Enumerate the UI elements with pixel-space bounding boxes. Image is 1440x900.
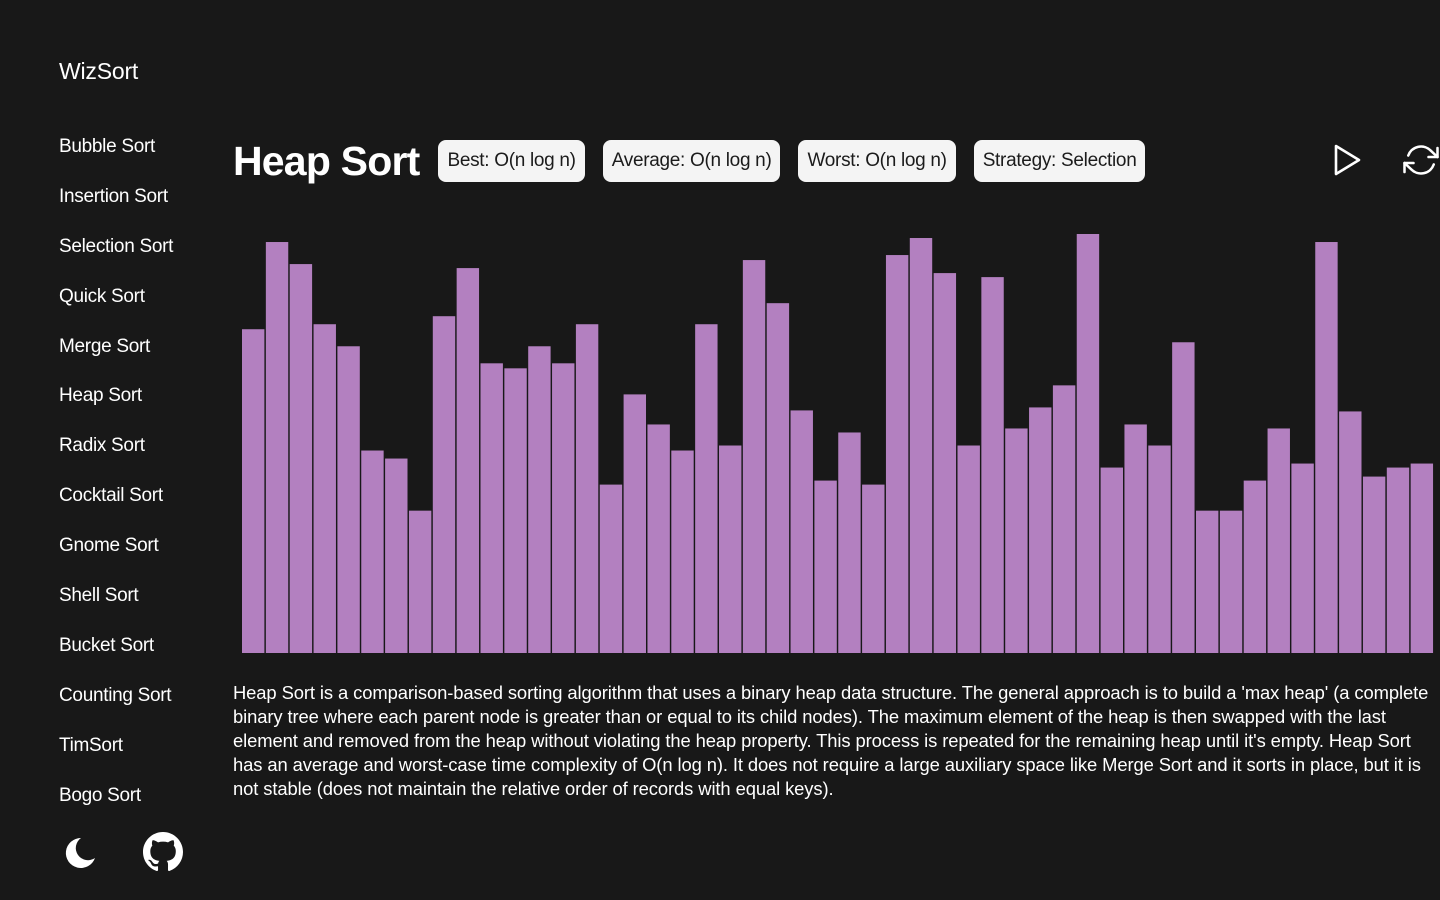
bar-9 [456, 268, 480, 653]
bar-30 [957, 445, 980, 653]
bar-22 [766, 303, 790, 653]
bar-15 [599, 484, 623, 653]
bar-36 [1100, 467, 1123, 653]
nav-item-merge-sort[interactable]: Merge Sort [59, 335, 150, 357]
worst-complexity-badge: Worst: O(n log n) [798, 140, 956, 182]
nav-item-quick-sort[interactable]: Quick Sort [59, 285, 145, 307]
nav-item-timsort[interactable]: TimSort [59, 734, 123, 756]
algorithm-nav: Bubble Sort Insertion Sort Selection Sor… [59, 134, 173, 832]
nav-item-counting-sort[interactable]: Counting Sort [59, 684, 172, 706]
bar-45 [1315, 242, 1338, 653]
nav-item-selection-sort[interactable]: Selection Sort [59, 235, 174, 257]
nav-item-bucket-sort[interactable]: Bucket Sort [59, 634, 154, 656]
nav-item-radix-sort[interactable]: Radix Sort [59, 435, 145, 457]
bar-13 [552, 363, 575, 653]
bar-26 [862, 484, 885, 653]
bar-33 [1029, 407, 1052, 653]
bar-20 [719, 445, 742, 653]
bar-5 [361, 450, 384, 653]
bar-6 [385, 458, 408, 653]
nav-item-cocktail-sort[interactable]: Cocktail Sort [59, 485, 163, 507]
bar-37 [1124, 424, 1147, 653]
nav-item-shell-sort[interactable]: Shell Sort [59, 585, 139, 607]
bar-41 [1219, 510, 1243, 653]
sort-visualization-chart [242, 234, 1434, 653]
bar-3 [313, 324, 336, 653]
bar-4 [337, 346, 360, 653]
main-panel: Heap Sort Best: O(n log n) Average: O(n … [233, 0, 1440, 900]
bar-17 [647, 424, 670, 653]
bar-44 [1291, 463, 1314, 653]
bar-29 [933, 273, 957, 653]
bar-42 [1243, 480, 1267, 653]
bar-8 [432, 316, 456, 653]
bar-0 [242, 329, 265, 653]
bar-12 [528, 346, 551, 653]
nav-item-gnome-sort[interactable]: Gnome Sort [59, 535, 159, 557]
playback-controls [1331, 142, 1439, 178]
bar-23 [790, 410, 813, 653]
refresh-icon[interactable] [1403, 142, 1439, 178]
algorithm-description: Heap Sort is a comparison-based sorting … [233, 682, 1429, 799]
bar-2 [289, 264, 313, 653]
bar-18 [671, 450, 694, 653]
page-title: Heap Sort [233, 137, 420, 184]
bar-32 [1005, 428, 1028, 653]
bar-43 [1267, 428, 1290, 653]
bar-1 [265, 242, 289, 653]
sidebar-footer [59, 832, 183, 872]
bar-28 [909, 238, 933, 653]
bar-25 [838, 432, 861, 653]
nav-item-bubble-sort[interactable]: Bubble Sort [59, 136, 155, 157]
nav-item-bogo-sort[interactable]: Bogo Sort [59, 784, 141, 806]
play-icon[interactable] [1331, 142, 1363, 178]
bar-16 [623, 394, 646, 653]
bar-14 [575, 324, 599, 653]
bar-46 [1339, 411, 1362, 653]
bar-40 [1196, 510, 1219, 653]
bar-7 [408, 510, 432, 653]
brand-logo[interactable]: WizSort [59, 58, 139, 84]
bar-47 [1362, 476, 1386, 653]
bar-27 [885, 255, 909, 653]
average-complexity-badge: Average: O(n log n) [602, 140, 781, 182]
bar-48 [1386, 467, 1410, 653]
bar-49 [1410, 463, 1434, 653]
nav-item-heap-sort[interactable]: Heap Sort [59, 385, 142, 407]
bar-38 [1148, 445, 1171, 653]
algorithm-header: Heap Sort Best: O(n log n) Average: O(n … [233, 138, 1163, 184]
bar-19 [695, 324, 718, 653]
github-icon[interactable] [143, 832, 183, 872]
bar-10 [480, 363, 503, 653]
bar-11 [504, 368, 527, 653]
sidebar: WizSort Bubble Sort Insertion Sort Selec… [0, 0, 220, 900]
strategy-badge: Strategy: Selection [973, 140, 1146, 182]
bar-34 [1052, 385, 1076, 653]
best-complexity-badge: Best: O(n log n) [438, 140, 585, 182]
moon-icon[interactable] [59, 832, 99, 872]
bar-35 [1076, 234, 1100, 653]
bar-39 [1172, 342, 1195, 653]
bar-31 [981, 277, 1004, 653]
bar-21 [742, 260, 766, 653]
bar-24 [814, 480, 837, 653]
nav-item-insertion-sort[interactable]: Insertion Sort [59, 185, 168, 207]
